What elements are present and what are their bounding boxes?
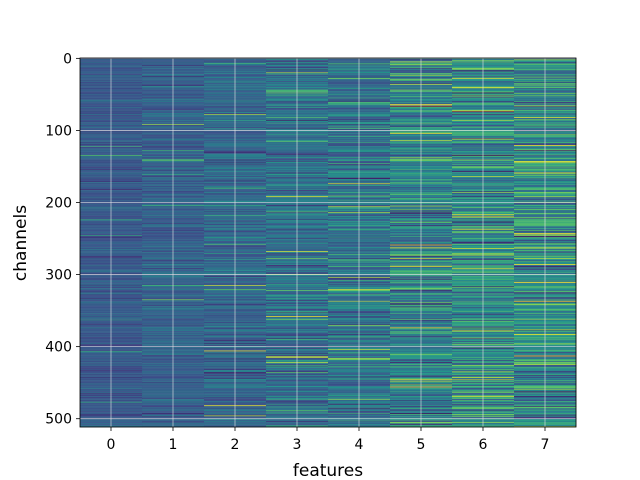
x-tick-label: 5: [417, 437, 426, 453]
y-tick-label: 0: [63, 51, 72, 67]
x-tick-label: 2: [231, 437, 240, 453]
heatmap-cells: [80, 58, 577, 428]
plot-frame: [79, 57, 577, 428]
y-tick-label: 300: [45, 268, 72, 284]
y-tick-label: 100: [45, 123, 72, 139]
y-axis-ticks: 0 100 200 300 400 500: [45, 51, 80, 428]
y-tick-label: 500: [45, 412, 72, 428]
x-tick-label: 0: [107, 437, 116, 453]
x-tick-label: 3: [293, 437, 302, 453]
y-tick-label: 400: [45, 340, 72, 356]
grid-lines: [80, 57, 576, 427]
x-tick-label: 7: [541, 437, 550, 453]
x-axis-ticks: 0 1 2 3 4 5 6 7: [107, 427, 550, 453]
x-axis-label: features: [293, 461, 363, 480]
x-tick-label: 6: [479, 437, 488, 453]
x-tick-label: 1: [169, 437, 178, 453]
x-tick-label: 4: [355, 437, 364, 453]
y-tick-label: 200: [45, 196, 72, 212]
y-axis-label: channels: [11, 205, 31, 281]
